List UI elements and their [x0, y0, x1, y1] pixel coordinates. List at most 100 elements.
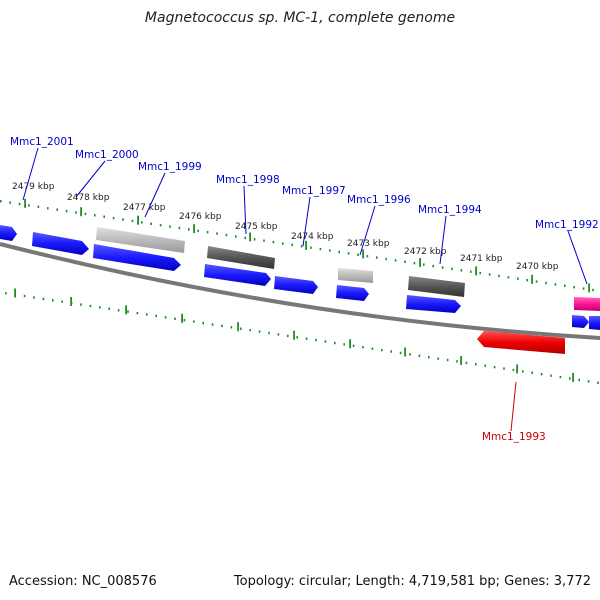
gene-label[interactable]: Mmc1_1992 [535, 219, 599, 231]
minor-tick [475, 363, 477, 366]
feature-light-gray[interactable] [338, 268, 373, 283]
minor-tick [390, 350, 392, 353]
gene-forward-cds[interactable] [336, 285, 369, 301]
minor-tick [52, 299, 54, 302]
gene-reverse-cds[interactable] [477, 331, 565, 354]
minor-tick [413, 262, 416, 265]
gene-forward-cds[interactable] [572, 315, 589, 328]
gene-label[interactable]: Mmc1_1998 [216, 174, 280, 186]
minor-tick [305, 337, 308, 340]
gene-label[interactable]: Mmc1_1996 [347, 194, 411, 206]
gene-leader-line [144, 172, 166, 218]
minor-tick [550, 374, 552, 377]
minor-tick [249, 329, 251, 332]
minor-tick [159, 224, 162, 227]
minor-tick [366, 255, 369, 258]
minor-tick [573, 286, 575, 289]
major-tick [460, 356, 462, 365]
minor-tick [202, 321, 204, 325]
minor-tick [206, 231, 209, 234]
minor-tick [5, 292, 7, 295]
feature-dark-gray[interactable] [408, 276, 465, 297]
genome-summary-text: Topology: circular; Length: 4,719,581 bp… [233, 574, 591, 589]
gene-forward-cds[interactable] [204, 264, 271, 286]
minor-tick [155, 314, 157, 318]
minor-tick [122, 218, 124, 221]
minor-tick [23, 294, 26, 298]
minor-tick [404, 260, 406, 263]
gene-forward-cds[interactable] [32, 232, 89, 255]
minor-tick [376, 256, 378, 259]
minor-tick [131, 219, 134, 223]
minor-tick [347, 252, 350, 255]
minor-tick [150, 222, 152, 225]
major-tick [137, 215, 139, 225]
minor-tick [441, 266, 444, 269]
minor-tick [117, 309, 120, 312]
gene-forward-cds[interactable] [589, 316, 600, 330]
minor-tick [61, 300, 63, 303]
minor-tick [352, 344, 355, 347]
minor-tick [146, 313, 148, 316]
major-tick [349, 339, 351, 349]
gene-leader-line [22, 147, 39, 201]
kbp-label-layer: 2479 kbp 2478 kbp 2477 kbp 2476 kbp 2475 kbp… [12, 182, 559, 272]
major-tick [572, 372, 574, 382]
gene-label[interactable]: Mmc1_1994 [418, 204, 482, 216]
minor-tick [282, 242, 284, 245]
major-tick [588, 283, 590, 293]
minor-tick [484, 364, 486, 367]
gene-label[interactable]: Mmc1_2001 [10, 136, 74, 148]
minor-tick [178, 226, 181, 230]
minor-tick [28, 204, 30, 207]
minor-tick [357, 253, 359, 256]
minor-tick [507, 276, 510, 279]
gene-forward-cds[interactable] [274, 276, 318, 294]
major-tick [14, 288, 16, 298]
major-tick [80, 207, 82, 217]
gene-label[interactable]: Mmc1_2000 [75, 149, 139, 161]
minor-tick [394, 259, 397, 262]
minor-tick [37, 205, 40, 208]
major-tick [249, 232, 251, 242]
minor-tick [75, 211, 77, 214]
minor-tick [437, 357, 439, 360]
gene-forward-cds[interactable] [93, 244, 181, 271]
minor-tick [183, 319, 186, 322]
minor-tick [315, 338, 317, 342]
minor-tick [569, 377, 571, 380]
gene-leader-line [439, 215, 447, 265]
gene-label[interactable]: Mmc1_1999 [138, 161, 202, 173]
minor-tick [108, 307, 110, 310]
minor-tick [296, 336, 298, 339]
minor-tick [277, 333, 280, 336]
minor-tick [409, 353, 411, 356]
minor-tick [432, 264, 434, 268]
feature-trna[interactable] [574, 297, 600, 311]
gene-label[interactable]: Mmc1_1993 [482, 431, 546, 443]
minor-tick [216, 232, 218, 235]
minor-tick [141, 221, 143, 224]
minor-tick [418, 354, 421, 357]
minor-tick [94, 214, 96, 217]
minor-tick [42, 297, 45, 301]
gene-label[interactable]: Mmc1_1997 [282, 185, 346, 197]
major-tick [181, 313, 183, 323]
minor-tick [479, 271, 481, 275]
minor-tick [428, 356, 430, 359]
feature-light-gray[interactable] [96, 227, 185, 253]
major-tick [404, 347, 406, 357]
gene-forward-cds[interactable] [0, 225, 17, 241]
gene-leader-line [567, 230, 588, 285]
kbp-label: 2473 kbp [347, 239, 390, 249]
major-tick [237, 322, 239, 332]
minor-tick [498, 274, 500, 278]
kbp-label: 2472 kbp [404, 247, 447, 257]
minor-tick [319, 247, 322, 251]
minor-tick [300, 245, 303, 248]
minor-tick [329, 249, 331, 252]
gene-forward-cds[interactable] [406, 295, 461, 313]
feature-dark-gray[interactable] [207, 246, 275, 269]
minor-tick [531, 371, 533, 374]
gene-leader-line [243, 185, 247, 235]
